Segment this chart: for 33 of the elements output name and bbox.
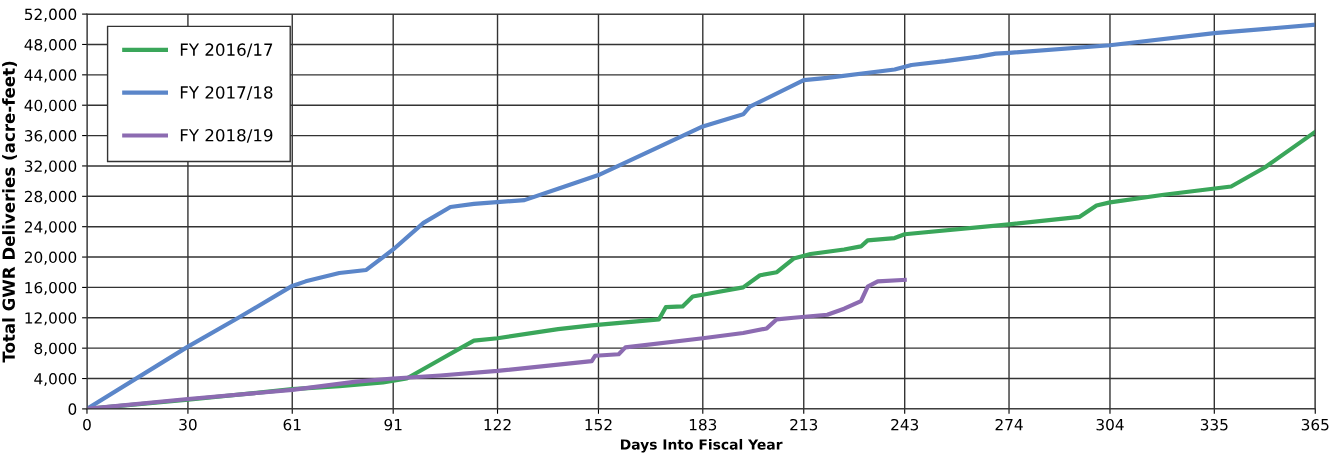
y-tick-label: 48,000 bbox=[24, 38, 77, 53]
y-tick-label: 8,000 bbox=[34, 342, 77, 356]
x-tick-label: 122 bbox=[484, 418, 511, 431]
x-tick-label: 304 bbox=[1096, 418, 1124, 431]
x-tick-label: 30 bbox=[179, 418, 197, 431]
x-tick-label: 152 bbox=[585, 418, 612, 431]
x-tick-label: 61 bbox=[283, 418, 301, 431]
x-tick-label: 0 bbox=[83, 418, 91, 431]
y-tick-label: 16,000 bbox=[25, 281, 77, 295]
x-tick-label: 274 bbox=[995, 418, 1023, 431]
legend-label: FY 2017/18 bbox=[180, 86, 273, 101]
x-axis-title: Days Into Fiscal Year bbox=[620, 438, 783, 453]
x-tick-label: 335 bbox=[1200, 418, 1228, 431]
x-tick-label: 91 bbox=[384, 418, 402, 431]
x-tick-label: 213 bbox=[790, 418, 818, 431]
y-tick-label: 36,000 bbox=[24, 130, 77, 144]
x-tick-label: 365 bbox=[1301, 418, 1329, 431]
y-axis-title: Total GWR Deliveries (acre-feet) bbox=[2, 61, 17, 363]
x-tick-label: 183 bbox=[689, 418, 717, 431]
y-tick-label: 20,000 bbox=[24, 251, 77, 265]
y-tick-label: 44,000 bbox=[24, 69, 77, 83]
legend-label: FY 2016/17 bbox=[180, 43, 273, 58]
y-tick-label: 52,000 bbox=[24, 8, 77, 22]
y-tick-label: 4,000 bbox=[34, 373, 77, 387]
y-tick-label: 12,000 bbox=[25, 312, 77, 326]
line-series bbox=[86, 277, 907, 409]
legend-label: FY 2018/19 bbox=[180, 128, 273, 143]
y-tick-label: 28,000 bbox=[24, 190, 77, 204]
y-tick-label: 40,000 bbox=[24, 99, 77, 113]
x-tick-label: 243 bbox=[891, 418, 919, 431]
y-tick-label: 24,000 bbox=[24, 221, 77, 235]
y-tick-label: 0 bbox=[68, 403, 77, 415]
y-tick-label: 32,000 bbox=[24, 160, 77, 174]
